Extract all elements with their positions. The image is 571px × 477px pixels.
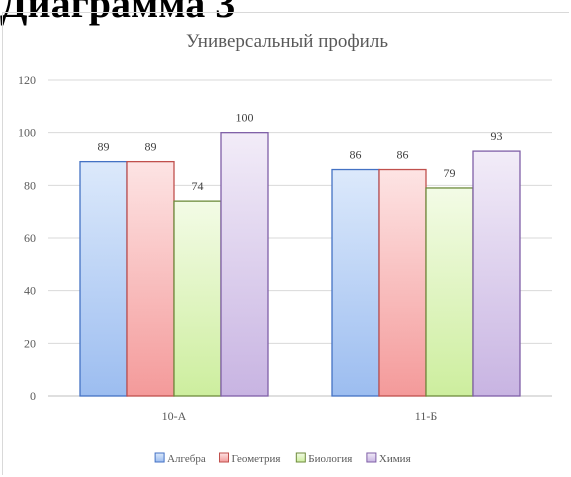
legend-swatch (219, 452, 229, 463)
data-label: 89 (98, 140, 110, 154)
data-label: 93 (491, 129, 503, 143)
y-tick-label: 60 (24, 231, 36, 245)
bar-Алгебра-11-Б (331, 168, 380, 397)
x-tick-label: 10-А (162, 409, 187, 423)
data-label: 79 (444, 166, 456, 180)
legend-label: Алгебра (167, 453, 206, 465)
bar-Химия-10-А (220, 132, 269, 397)
x-tick-label: 11-Б (415, 409, 438, 423)
legend-label: Геометрия (232, 453, 281, 465)
legend-label: Биология (308, 453, 352, 465)
data-label: 89 (145, 140, 157, 154)
chart-frame (2, 12, 569, 475)
y-tick-label: 100 (18, 126, 36, 140)
legend-swatch (154, 452, 165, 463)
y-tick-label: 0 (30, 389, 36, 403)
bar-Алгебра-10-А (79, 160, 128, 397)
bar-Биология-11-Б (425, 187, 474, 397)
x-axis-ticks: 10-А 11-Б (162, 409, 438, 423)
y-tick-label: 120 (18, 73, 36, 87)
data-labels: 89 89 74 100 86 86 79 93 (98, 111, 503, 193)
bar-Геометрия-11-Б (378, 168, 427, 397)
y-tick-label: 40 (24, 284, 36, 298)
y-axis-ticks: 0 20 40 60 80 100 120 (18, 73, 36, 403)
legend-swatch (295, 452, 306, 463)
data-label: 74 (192, 179, 204, 193)
y-tick-label: 80 (24, 178, 36, 192)
legend: Алгебра Геометрия Биология Химия (154, 452, 411, 465)
y-tick-label: 20 (24, 336, 36, 350)
chart-title: Универсальный профиль (186, 31, 388, 52)
page-heading-fragment: Диаграмма 3 (0, 0, 236, 26)
data-label: 86 (397, 148, 409, 162)
data-label: 100 (236, 111, 254, 125)
bar-Химия-11-Б (472, 150, 521, 397)
bar-Биология-10-А (173, 200, 222, 397)
legend-swatch (366, 452, 377, 463)
legend-label: Химия (379, 453, 411, 465)
bars (79, 132, 521, 397)
bar-Геометрия-10-А (126, 160, 175, 397)
data-label: 86 (350, 148, 362, 162)
